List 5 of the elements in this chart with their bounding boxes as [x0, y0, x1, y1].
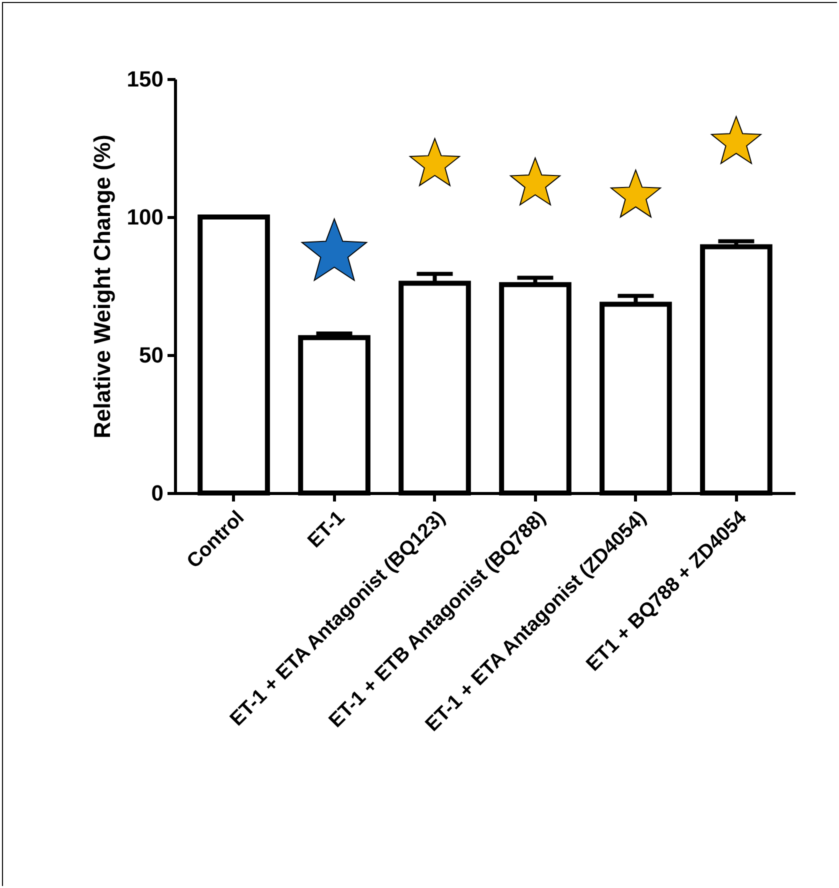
y-tick-label: 50 [139, 342, 164, 368]
y-tick-label: 150 [126, 66, 164, 92]
y-tick-label: 0 [151, 480, 164, 506]
y-axis-title: Relative Weight Change (%) [88, 134, 115, 438]
y-tick-label: 100 [126, 204, 164, 230]
